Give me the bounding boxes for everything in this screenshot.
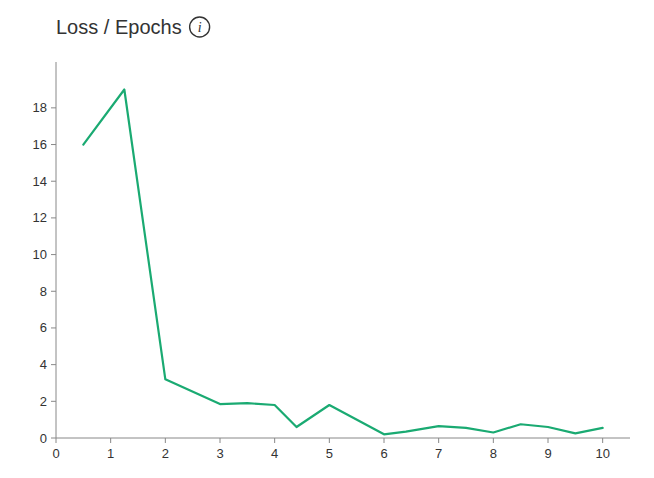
y-tick-label: 16: [33, 137, 47, 152]
x-tick-label: 1: [107, 446, 114, 461]
x-tick: [548, 438, 549, 443]
x-tick-label: 8: [490, 446, 497, 461]
y-tick: [51, 438, 56, 439]
y-tick-label: 0: [40, 431, 47, 446]
x-tick-label: 9: [544, 446, 551, 461]
y-tick: [51, 107, 56, 108]
y-tick: [51, 364, 56, 365]
annotation: i: [198, 20, 202, 35]
x-tick: [493, 438, 494, 443]
y-tick: [51, 291, 56, 292]
x-tick: [329, 438, 330, 443]
x-tick-label: 2: [162, 446, 169, 461]
axes: 012345678910024681012141618: [33, 62, 630, 461]
x-axis-line: [56, 438, 630, 439]
y-tick-label: 10: [33, 247, 47, 262]
y-tick-label: 8: [40, 284, 47, 299]
y-tick-label: 4: [40, 357, 47, 372]
x-tick-label: 3: [216, 446, 223, 461]
y-tick: [51, 327, 56, 328]
x-tick: [56, 438, 57, 443]
y-tick-label: 18: [33, 100, 47, 115]
chart-container: Loss / Epochsi01234567891002468101214161…: [0, 0, 654, 478]
plot-area: [83, 90, 602, 435]
info-circle: [190, 17, 210, 37]
x-tick: [602, 438, 603, 443]
x-tick: [274, 438, 275, 443]
y-tick-label: 2: [40, 394, 47, 409]
x-tick: [220, 438, 221, 443]
x-tick: [165, 438, 166, 443]
y-tick: [51, 401, 56, 402]
y-tick-label: 12: [33, 210, 47, 225]
y-tick-label: 14: [33, 174, 47, 189]
x-tick: [384, 438, 385, 443]
info-icon: i: [190, 17, 210, 37]
x-tick: [438, 438, 439, 443]
x-tick: [110, 438, 111, 443]
x-tick-label: 0: [52, 446, 59, 461]
x-tick-label: 7: [435, 446, 442, 461]
title: Loss / Epochs: [56, 16, 182, 38]
x-tick-label: 4: [271, 446, 278, 461]
y-tick-label: 6: [40, 320, 47, 335]
y-tick: [51, 217, 56, 218]
loss-line: [83, 90, 602, 435]
x-tick-label: 5: [326, 446, 333, 461]
chart: Loss / Epochsi01234567891002468101214161…: [0, 0, 654, 478]
y-tick: [51, 254, 56, 255]
y-tick: [51, 144, 56, 145]
x-tick-label: 6: [380, 446, 387, 461]
y-axis-line: [56, 62, 57, 438]
y-tick: [51, 181, 56, 182]
x-tick-label: 10: [595, 446, 609, 461]
